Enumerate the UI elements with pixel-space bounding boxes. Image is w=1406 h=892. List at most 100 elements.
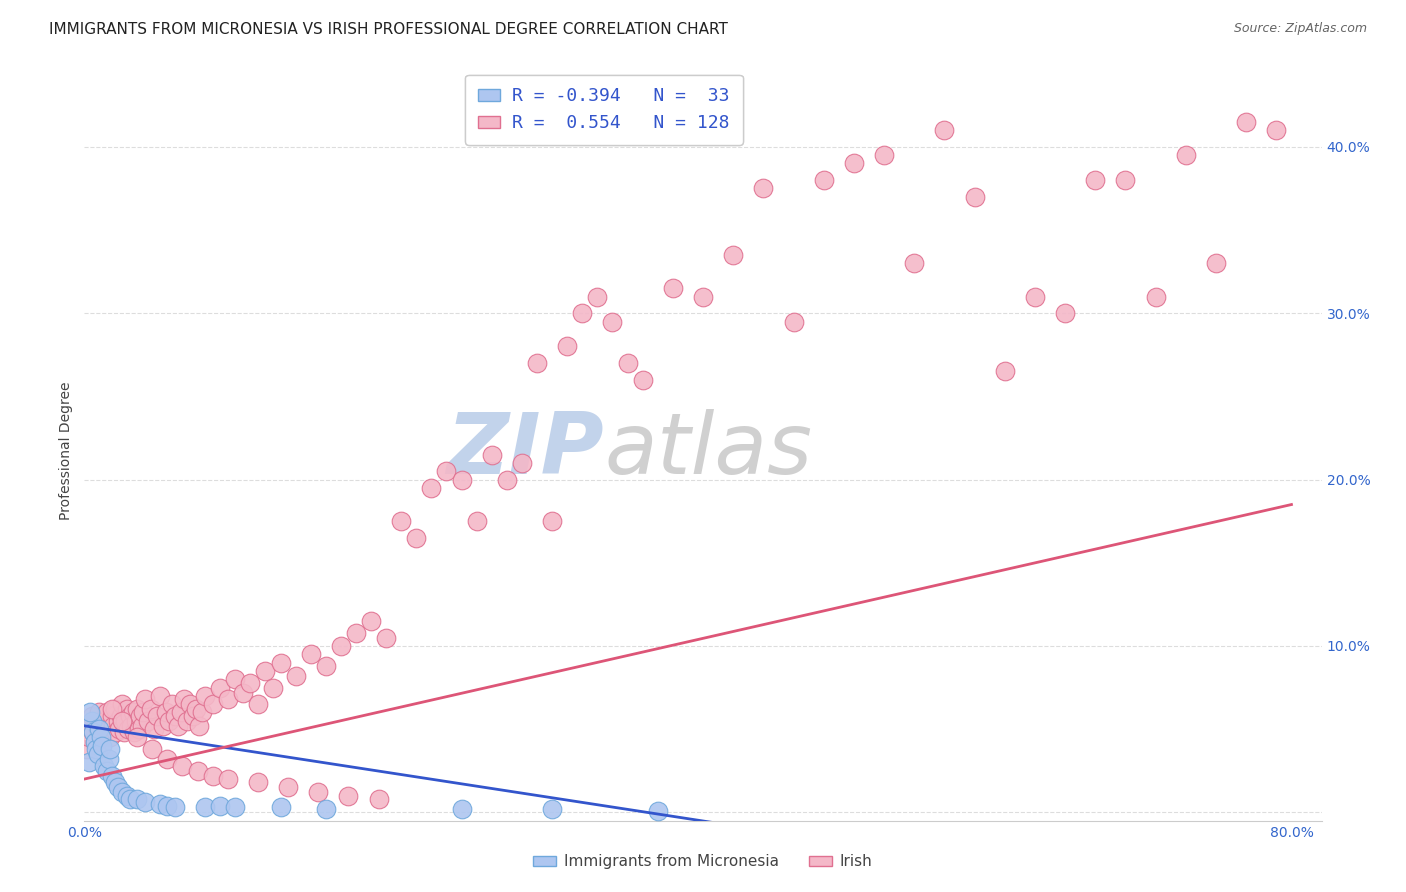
Point <box>167 719 190 733</box>
Point <box>84 735 107 749</box>
Point <box>1024 289 1046 303</box>
Point <box>107 780 129 795</box>
Point <box>134 692 156 706</box>
Point <box>602 314 624 328</box>
Point <box>103 702 125 716</box>
Point <box>94 714 117 728</box>
Point <box>571 306 593 320</box>
Point <box>616 356 638 370</box>
Point <box>1144 289 1167 303</box>
Point <box>149 689 172 703</box>
Point <box>122 725 145 739</box>
Point <box>315 802 337 816</box>
Point <box>155 706 177 720</box>
Point <box>82 725 104 739</box>
Point <box>120 719 142 733</box>
Point <box>117 722 139 736</box>
Point <box>97 722 120 736</box>
Point <box>96 764 118 778</box>
Point <box>146 708 169 723</box>
Point <box>389 514 412 528</box>
Point <box>163 800 186 814</box>
Point <box>299 647 322 661</box>
Point <box>963 190 986 204</box>
Point <box>239 675 262 690</box>
Legend: R = -0.394   N =  33, R =  0.554   N = 128: R = -0.394 N = 33, R = 0.554 N = 128 <box>465 75 742 145</box>
Point <box>87 722 110 736</box>
Point <box>1234 115 1257 129</box>
Point <box>93 725 115 739</box>
Point <box>156 798 179 813</box>
Point <box>934 123 956 137</box>
Point <box>115 702 138 716</box>
Point <box>96 706 118 720</box>
Point <box>121 706 143 720</box>
Point <box>136 714 159 728</box>
Point <box>662 281 685 295</box>
Point <box>337 789 360 803</box>
Point <box>224 672 246 686</box>
Point <box>157 714 180 728</box>
Point <box>163 708 186 723</box>
Point <box>160 697 183 711</box>
Point <box>307 785 329 799</box>
Point <box>86 714 108 728</box>
Point <box>217 772 239 786</box>
Point <box>91 739 114 753</box>
Point <box>367 792 389 806</box>
Point <box>142 722 165 736</box>
Point <box>114 714 136 728</box>
Point <box>149 797 172 811</box>
Point <box>84 735 107 749</box>
Point <box>86 742 108 756</box>
Point <box>495 473 517 487</box>
Point <box>465 514 488 528</box>
Point <box>76 742 98 756</box>
Point <box>124 714 146 728</box>
Point <box>1084 173 1107 187</box>
Point <box>647 804 669 818</box>
Point <box>105 725 128 739</box>
Point <box>77 731 100 745</box>
Point <box>132 706 155 720</box>
Point <box>541 514 564 528</box>
Point <box>97 752 120 766</box>
Point <box>246 775 269 789</box>
Point <box>89 722 111 736</box>
Point <box>209 798 232 813</box>
Point <box>1174 148 1197 162</box>
Point <box>692 289 714 303</box>
Text: Source: ZipAtlas.com: Source: ZipAtlas.com <box>1233 22 1367 36</box>
Point <box>131 719 153 733</box>
Point <box>80 714 103 728</box>
Point <box>129 708 152 723</box>
Point <box>270 800 292 814</box>
Point <box>80 708 103 723</box>
Point <box>555 339 578 353</box>
Point <box>277 780 299 795</box>
Point <box>101 719 124 733</box>
Point <box>270 656 292 670</box>
Point <box>481 448 503 462</box>
Point <box>436 464 458 478</box>
Point <box>89 706 111 720</box>
Point <box>246 697 269 711</box>
Point <box>209 681 232 695</box>
Point <box>179 697 201 711</box>
Point <box>329 639 352 653</box>
Point <box>994 364 1017 378</box>
Point <box>139 702 162 716</box>
Point <box>90 731 112 745</box>
Point <box>112 725 135 739</box>
Legend: Immigrants from Micronesia, Irish: Immigrants from Micronesia, Irish <box>527 848 879 875</box>
Point <box>87 747 110 761</box>
Point <box>420 481 443 495</box>
Point <box>510 456 533 470</box>
Point <box>90 731 112 745</box>
Point <box>98 731 121 745</box>
Point <box>118 708 141 723</box>
Point <box>586 289 609 303</box>
Point <box>110 708 132 723</box>
Point <box>93 758 115 772</box>
Point <box>172 758 194 772</box>
